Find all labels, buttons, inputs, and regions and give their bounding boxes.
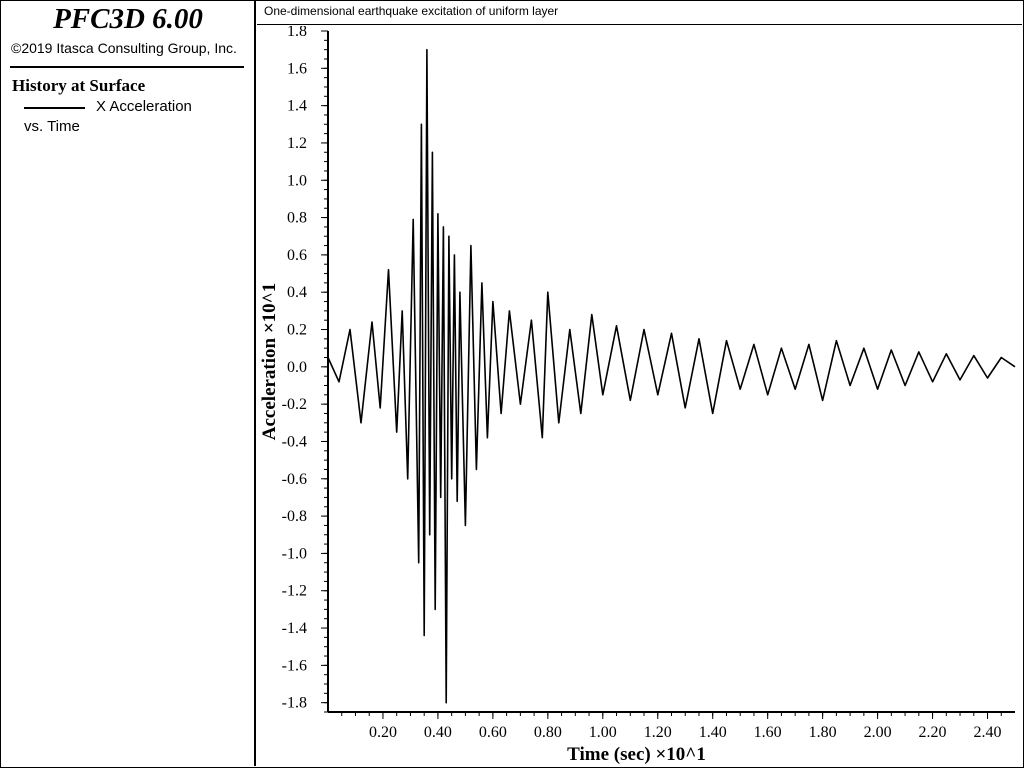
y-tick-label: -0.8 — [282, 508, 307, 525]
y-tick-label: -1.0 — [282, 545, 307, 562]
x-axis-title: Time (sec) ×10^1 — [567, 744, 706, 765]
y-tick-label: -1.4 — [282, 620, 307, 637]
x-tick-label: 2.40 — [974, 724, 1002, 741]
plot-title: One-dimensional earthquake excitation of… — [264, 4, 559, 18]
plot-title-bar: One-dimensional earthquake excitation of… — [257, 0, 1022, 25]
app-title: PFC3D 6.00 — [53, 3, 203, 35]
x-tick-label: 1.00 — [589, 724, 617, 741]
vs-time-label: vs. Time — [24, 118, 80, 135]
y-tick-label: 0.4 — [287, 284, 307, 301]
y-tick-label: 0.6 — [287, 247, 307, 264]
y-tick-label: -1.8 — [282, 695, 307, 712]
x-tick-label: 1.60 — [754, 724, 782, 741]
copyright-text: ©2019 Itasca Consulting Group, Inc. — [11, 40, 237, 56]
x-tick-label: 0.60 — [479, 724, 507, 741]
legend-line-swatch — [24, 107, 85, 109]
y-tick-label: -0.2 — [282, 396, 307, 413]
y-tick-label: 1.4 — [287, 98, 307, 115]
legend-label: X Acceleration — [96, 98, 192, 115]
x-tick-label: 1.40 — [699, 724, 727, 741]
acceleration-chart: 0.20 0.40 0.60 0.80 1.00 1.20 1.40 1.60 1.80 2.00… — [259, 26, 1016, 765]
y-tick-label: -0.4 — [282, 433, 307, 450]
history-title: History at Surface — [12, 76, 146, 95]
series-line-x-acceleration — [327, 48, 1016, 704]
y-tick-label: 0.8 — [287, 210, 307, 227]
x-tick-label: 0.40 — [424, 724, 452, 741]
y-tick-label: 1.2 — [287, 135, 307, 152]
y-tick-label: 1.8 — [287, 26, 307, 40]
y-tick-label: 1.0 — [287, 172, 307, 189]
y-tick-label: 1.6 — [287, 60, 307, 77]
x-tick-label: 2.20 — [919, 724, 947, 741]
x-tick-label: 1.20 — [644, 724, 672, 741]
x-tick-label: 0.20 — [369, 724, 397, 741]
y-tick-label: -0.6 — [282, 471, 307, 488]
x-tick-label: 1.80 — [809, 724, 837, 741]
x-tick-label: 2.00 — [864, 724, 892, 741]
sidebar-legend-panel: PFC3D 6.00 ©2019 Itasca Consulting Group… — [0, 0, 256, 766]
y-tick-label: -1.6 — [282, 657, 307, 674]
y-axis-title: Acceleration ×10^1 — [259, 283, 280, 440]
y-tick-label: -1.2 — [282, 583, 307, 600]
y-tick-label: 0.0 — [287, 359, 307, 376]
y-tick-label: 0.2 — [287, 322, 307, 339]
sidebar-divider — [10, 66, 244, 68]
x-tick-label: 0.80 — [534, 724, 562, 741]
